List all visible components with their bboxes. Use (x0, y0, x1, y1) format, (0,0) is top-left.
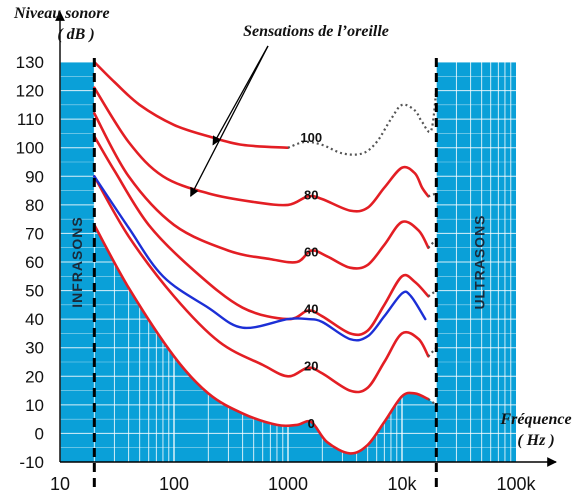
curve-100-phon (93, 60, 290, 149)
y-tick-label: 0 (35, 424, 44, 443)
x-tick-label: 1000 (268, 474, 308, 494)
blue-curve (93, 175, 427, 342)
curve-60-phon (93, 112, 430, 270)
x-tick-label: 10k (387, 474, 417, 494)
y-tick-label: 10 (25, 396, 44, 415)
y-tick-label: 70 (25, 224, 44, 243)
curve-label-100: 100 (300, 130, 322, 145)
hearing-boundaries (92, 58, 438, 490)
ultrasons-label: ULTRASONS (471, 214, 487, 309)
y-tick-label: 30 (25, 339, 44, 358)
y-tick-label: 40 (25, 310, 44, 329)
x-axis-unit: ( Hz ) (517, 432, 554, 449)
axes (55, 11, 557, 467)
y-tick-label: 50 (25, 282, 44, 301)
y-tick-label: 80 (25, 196, 44, 215)
curve-80-phon (93, 86, 430, 213)
x-tick-label: 100 (159, 474, 189, 494)
curve-label-40: 40 (304, 302, 318, 317)
annotation-arrows (190, 45, 269, 197)
loudness-curves: INFRASONS ULTRASONS (69, 60, 487, 455)
curve-20-phon (93, 175, 430, 394)
curve-80-dotted (427, 192, 437, 198)
annotation-title: Sensations de l’oreille (243, 23, 389, 40)
curve-0-dotted (427, 398, 437, 406)
x-axis-title: Fréquence (499, 411, 571, 428)
y-tick-label: -10 (19, 453, 44, 472)
curve-40-phon (93, 135, 430, 337)
y-tick-label: 120 (16, 82, 44, 101)
curve-40-dotted (427, 289, 437, 298)
annotation-arrow-2 (190, 45, 269, 197)
y-axis-title: Niveau sonore (13, 5, 110, 22)
audible-threshold-fill (94, 224, 437, 462)
y-tick-label: 100 (16, 139, 44, 158)
infrasons-label: INFRASONS (69, 216, 85, 307)
y-axis-unit: ( dB ) (57, 26, 94, 43)
curve-labels: 100 80 60 40 20 0 (300, 130, 322, 431)
curve-label-20: 20 (304, 359, 318, 374)
grid-lines (59, 61, 516, 463)
curve-label-0: 0 (308, 416, 315, 431)
x-tick-label: 100k (496, 474, 536, 494)
y-tick-label: 90 (25, 167, 44, 186)
y-tick-label: 20 (25, 367, 44, 386)
curve-label-80: 80 (304, 187, 318, 202)
y-tick-label: 130 (16, 53, 44, 72)
x-tick-label: 10 (50, 474, 70, 494)
y-tick-label: 60 (25, 253, 44, 272)
curve-100-dotted (287, 90, 438, 156)
curve-0-phon (93, 223, 430, 455)
curve-label-60: 60 (304, 244, 318, 259)
y-tick-label: 110 (17, 110, 44, 129)
